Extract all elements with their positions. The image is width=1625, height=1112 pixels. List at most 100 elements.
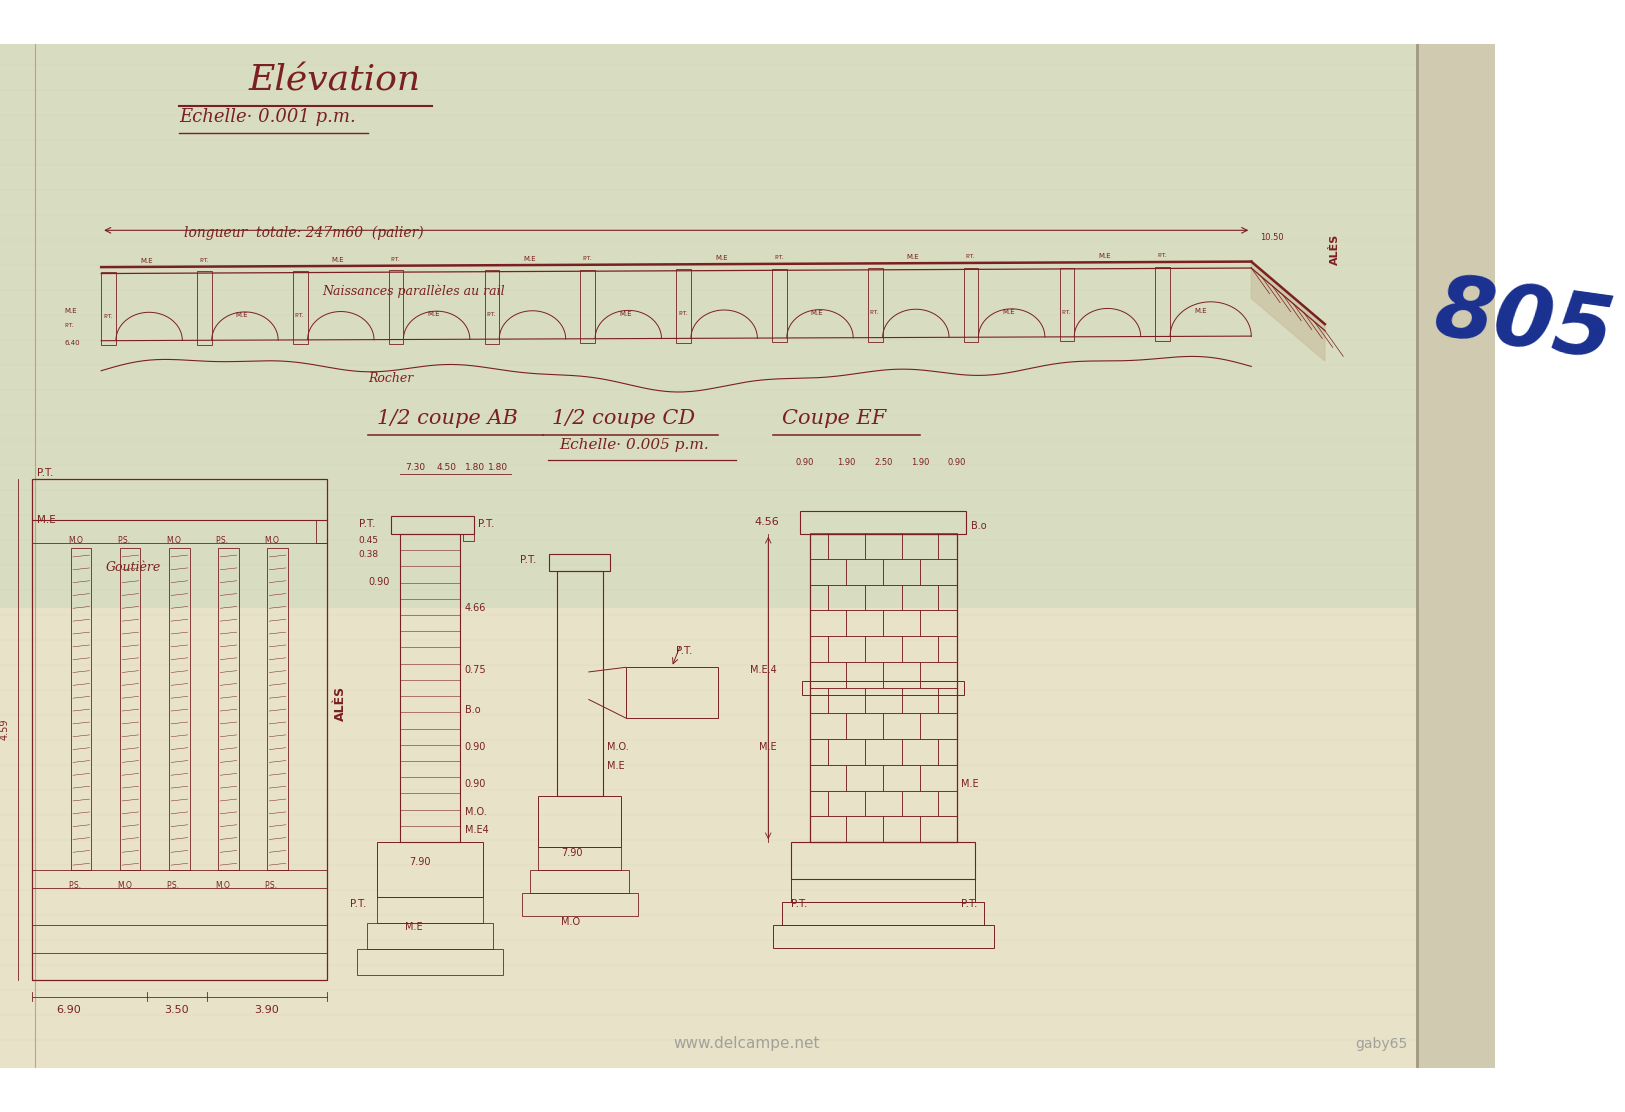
Text: Naissances parallèles au rail: Naissances parallèles au rail bbox=[322, 285, 505, 298]
Bar bbox=[920, 816, 957, 842]
Text: M.E: M.E bbox=[1098, 252, 1112, 259]
Text: 7.30: 7.30 bbox=[405, 463, 426, 471]
Bar bbox=[847, 662, 884, 687]
Bar bbox=[1417, 44, 1495, 1068]
Bar bbox=[292, 270, 307, 345]
Text: 0.90: 0.90 bbox=[796, 458, 814, 467]
Text: M.O: M.O bbox=[68, 536, 83, 545]
Bar bbox=[782, 902, 985, 925]
Text: ALÈS: ALÈS bbox=[335, 686, 348, 721]
Bar bbox=[530, 870, 629, 893]
Bar bbox=[169, 548, 190, 870]
Bar bbox=[218, 548, 239, 870]
Bar bbox=[580, 269, 595, 344]
Bar bbox=[939, 687, 957, 713]
Bar bbox=[388, 270, 403, 344]
Bar bbox=[1060, 268, 1074, 341]
Bar bbox=[939, 636, 957, 662]
Text: Goutière: Goutière bbox=[106, 560, 161, 574]
Bar bbox=[829, 791, 864, 816]
Bar bbox=[772, 269, 786, 342]
Text: P.S.: P.S. bbox=[117, 536, 130, 545]
Text: P.T.: P.T. bbox=[359, 518, 375, 528]
Text: 3.90: 3.90 bbox=[255, 1005, 280, 1015]
Bar bbox=[801, 510, 965, 534]
Bar bbox=[315, 520, 327, 543]
Bar bbox=[809, 534, 957, 842]
Bar bbox=[829, 687, 864, 713]
Text: M.O: M.O bbox=[166, 536, 182, 545]
Bar bbox=[809, 816, 847, 842]
Bar bbox=[939, 791, 957, 816]
Bar bbox=[864, 739, 902, 765]
Bar bbox=[358, 949, 504, 974]
Bar bbox=[939, 739, 957, 765]
Text: M.E: M.E bbox=[962, 778, 980, 788]
Bar bbox=[847, 765, 884, 791]
Bar bbox=[484, 270, 499, 344]
Text: M.E: M.E bbox=[65, 308, 76, 314]
Bar bbox=[864, 636, 902, 662]
Bar bbox=[868, 268, 882, 342]
Bar bbox=[809, 533, 829, 558]
Bar bbox=[809, 765, 847, 791]
Bar bbox=[809, 739, 829, 765]
Bar bbox=[549, 554, 609, 570]
Text: P.T.: P.T. bbox=[678, 311, 687, 316]
Text: 4.56: 4.56 bbox=[754, 517, 778, 527]
Text: 6.40: 6.40 bbox=[65, 340, 80, 346]
Text: M.E: M.E bbox=[140, 258, 153, 264]
Text: P.T.: P.T. bbox=[965, 255, 975, 259]
Text: ALÈS: ALÈS bbox=[1329, 234, 1339, 265]
Text: P.T.: P.T. bbox=[478, 518, 494, 528]
Bar bbox=[902, 533, 939, 558]
Bar bbox=[847, 558, 884, 585]
Text: M.E: M.E bbox=[1194, 308, 1207, 315]
Bar bbox=[809, 558, 847, 585]
Text: M.E: M.E bbox=[236, 312, 249, 318]
Bar bbox=[902, 585, 939, 610]
Text: 4.59: 4.59 bbox=[0, 718, 10, 741]
Bar bbox=[197, 271, 211, 345]
Text: P.T.: P.T. bbox=[65, 322, 75, 328]
Text: M.E: M.E bbox=[619, 310, 632, 317]
Bar bbox=[809, 662, 847, 687]
Text: P.T.: P.T. bbox=[486, 312, 496, 317]
Bar bbox=[864, 585, 902, 610]
Bar bbox=[884, 765, 920, 791]
Text: M.E: M.E bbox=[759, 742, 777, 752]
Text: P.T.: P.T. bbox=[676, 646, 692, 656]
Text: P.T.: P.T. bbox=[1157, 254, 1167, 258]
Text: P.T.: P.T. bbox=[1061, 309, 1071, 315]
Text: 1/2 coupe CD: 1/2 coupe CD bbox=[552, 408, 696, 427]
Text: M.O.: M.O. bbox=[465, 806, 486, 816]
Text: P.T.: P.T. bbox=[102, 314, 112, 318]
Bar bbox=[864, 687, 902, 713]
Bar bbox=[939, 533, 957, 558]
Bar bbox=[847, 713, 884, 739]
Text: P.T.: P.T. bbox=[791, 898, 808, 909]
Text: M.E4: M.E4 bbox=[465, 825, 489, 835]
Bar bbox=[829, 636, 864, 662]
Text: P.T.: P.T. bbox=[390, 257, 400, 262]
Bar bbox=[847, 610, 884, 636]
Bar bbox=[791, 878, 975, 902]
Text: P.T.: P.T. bbox=[37, 468, 54, 478]
Bar bbox=[463, 534, 474, 542]
Bar bbox=[400, 534, 460, 842]
Text: M.E: M.E bbox=[37, 515, 55, 525]
Text: 0.45: 0.45 bbox=[359, 536, 379, 545]
Text: P.T.: P.T. bbox=[869, 310, 879, 316]
Text: M.E: M.E bbox=[332, 257, 344, 262]
Bar bbox=[884, 816, 920, 842]
Text: M.O: M.O bbox=[561, 917, 580, 927]
Text: 0.90: 0.90 bbox=[465, 742, 486, 752]
Text: B.o: B.o bbox=[465, 705, 481, 715]
Text: 10.50: 10.50 bbox=[1261, 232, 1284, 241]
Bar bbox=[626, 667, 718, 718]
Text: 6.90: 6.90 bbox=[57, 1005, 81, 1015]
Bar bbox=[791, 842, 975, 878]
Text: M.E: M.E bbox=[523, 256, 536, 261]
Text: M.E: M.E bbox=[405, 922, 422, 932]
Text: P.S.: P.S. bbox=[68, 881, 81, 890]
